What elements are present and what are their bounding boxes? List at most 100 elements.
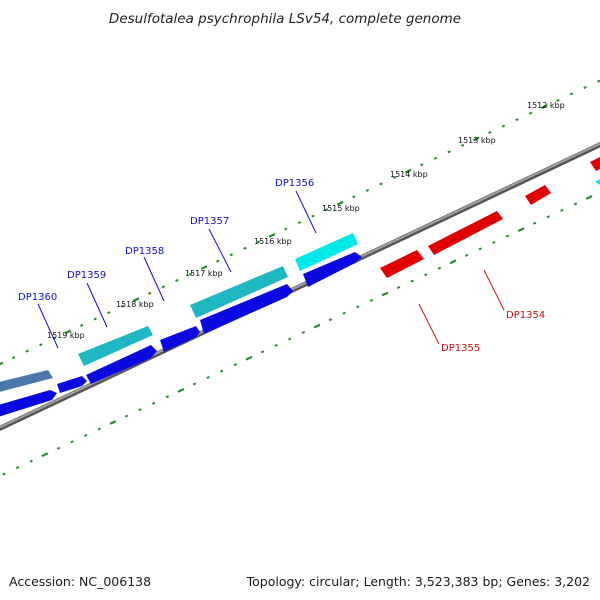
gene-label-dp1357[interactable]: DP1357 [190,216,229,227]
minor-tick [274,343,278,347]
minor-tick [147,291,152,295]
minor-tick [29,459,33,463]
gene-label-dp1355[interactable]: DP1355 [441,343,480,354]
major-tick [245,355,253,361]
minor-tick [25,349,29,353]
cds-arrow[interactable] [200,284,293,334]
cds-arrow[interactable] [303,252,362,287]
tick-label-1516: 1516 kbp [254,237,292,246]
minor-tick [11,356,16,360]
major-tick [404,168,412,174]
minor-tick [433,156,438,160]
minor-tick [39,343,43,347]
cds-arrow[interactable] [86,345,157,384]
minor-tick [15,466,20,470]
gene-block-dp1357[interactable] [190,266,288,318]
minor-tick [256,240,261,244]
minor-tick [260,350,265,354]
gene-arrow-dp1354[interactable] [428,211,503,255]
forward-cds-track [0,252,362,418]
tick-label-1515: 1515 kbp [322,204,360,213]
minor-tick [356,305,360,309]
minor-tick [233,363,238,367]
gene-block-partial-cyan[interactable] [595,178,600,186]
minor-tick [556,98,560,102]
minor-tick [369,298,374,302]
genome-summary-text: Topology: circular; Length: 3,523,383 bp… [246,574,590,589]
tick-label-1514: 1514 kbp [390,170,428,179]
cds-arrow[interactable] [0,390,57,418]
minor-tick [79,323,84,327]
major-tick [472,136,480,142]
minor-tick [192,382,197,386]
minor-tick [488,130,492,135]
major-tick [517,227,525,232]
gene-label-dp1360[interactable]: DP1360 [18,292,57,303]
minor-tick [83,433,88,437]
minor-tick [532,221,537,225]
minor-tick [97,427,101,431]
forward-gene-track [0,233,358,393]
minor-tick [215,259,220,263]
major-tick [132,297,140,303]
minor-tick [161,285,166,289]
cds-arrow[interactable] [57,376,87,393]
minor-tick [328,318,333,322]
tick-label-1513: 1513 kbp [458,136,496,145]
minor-tick [70,440,74,444]
minor-tick [528,111,533,115]
genome-backbone [0,141,600,432]
tick-label-1518: 1518 kbp [116,300,154,309]
gene-label-dp1359[interactable]: DP1359 [67,270,106,281]
tick-label-1519: 1519 kbp [47,331,85,340]
minor-tick [342,311,346,315]
accession-text: Accession: NC_006138 [9,574,151,589]
minor-tick [107,311,111,315]
minor-tick [396,285,401,290]
gene-block-dp1360[interactable] [0,370,53,393]
minor-tick [352,195,356,199]
major-tick [268,233,276,238]
outer-tick-track [0,79,600,366]
minor-tick [324,208,329,212]
minor-tick [219,369,224,373]
gene-label-dp1358[interactable]: DP1358 [125,246,164,257]
minor-tick [151,401,156,405]
minor-tick [569,92,574,96]
gene-block-dp1359[interactable] [78,326,153,366]
minor-tick [188,272,193,276]
forward-gene-labels: DP1356 DP1357 DP1358 DP1359 DP1360 [18,178,317,349]
minor-tick [56,446,61,450]
tick-label-1512: 1512 kbp [527,101,565,110]
minor-tick [437,266,442,270]
minor-tick [120,304,125,308]
minor-tick [424,273,428,277]
tick-label-1517: 1517 kbp [185,269,223,278]
gene-arrow-partial[interactable] [525,185,551,205]
minor-tick [460,143,465,147]
minor-tick [311,214,315,218]
minor-tick [297,220,302,225]
minor-tick [379,182,383,186]
gene-label-dp1354[interactable]: DP1354 [506,310,545,321]
reverse-gene-track [380,156,600,278]
gene-arrow-partial-edge[interactable] [590,156,600,171]
major-tick [41,452,49,458]
minor-tick [243,246,247,250]
minor-tick [583,85,587,90]
minor-tick [392,175,397,180]
minor-tick [505,234,510,238]
minor-tick [546,215,550,219]
gene-block-dp1356[interactable] [295,233,358,271]
major-tick [0,361,4,366]
gene-label-dp1356[interactable]: DP1356 [275,178,314,189]
map-title: Desulfotalea psychrophila LSv54, complet… [109,11,461,27]
minor-tick [560,208,564,212]
minor-tick [288,337,292,341]
gene-arrow-dp1355[interactable] [380,250,424,278]
minor-tick [301,330,306,335]
cds-arrow[interactable] [160,326,200,352]
major-tick [540,104,548,110]
